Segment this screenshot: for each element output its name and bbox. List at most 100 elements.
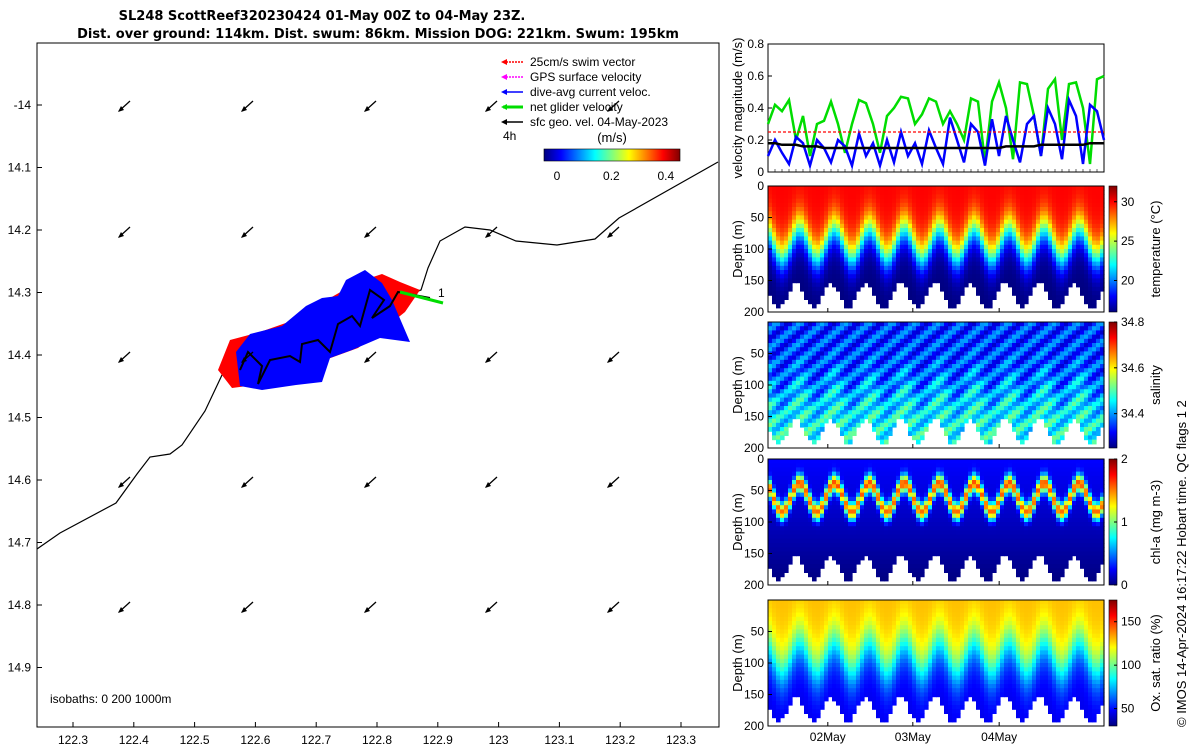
- heatmap-cell: [912, 215, 917, 221]
- heatmap-cell: [1044, 202, 1049, 208]
- heatmap-cell: [884, 351, 889, 357]
- heatmap-cell: [988, 257, 993, 263]
- heatmap-cell: [792, 236, 797, 242]
- heatmap-cell: [924, 427, 929, 432]
- heatmap-cell: [928, 376, 933, 382]
- heatmap-cell: [916, 186, 921, 191]
- heatmap-cell: [1024, 186, 1029, 191]
- heatmap-cell: [852, 223, 857, 229]
- heatmap-cell: [800, 496, 805, 502]
- heatmap-cell: [1092, 232, 1097, 237]
- heatmap-cell: [860, 244, 865, 250]
- heatmap-cell: [960, 330, 965, 336]
- heatmap-cell: [868, 257, 873, 263]
- heatmap-cell: [840, 253, 845, 258]
- heatmap-cell: [1012, 410, 1017, 415]
- heatmap-cell: [792, 330, 797, 336]
- heatmap-cell: [972, 253, 977, 258]
- heatmap-cell: [848, 418, 853, 424]
- heatmap-cell: [1060, 198, 1065, 204]
- heatmap-cell: [952, 410, 957, 415]
- heatmap-cell: [1044, 211, 1049, 216]
- heatmap-cell: [1016, 397, 1021, 403]
- heatmap-cell: [792, 530, 797, 536]
- heatmap-cell: [1060, 274, 1065, 279]
- heatmap-cell: [812, 190, 817, 195]
- heatmap-cell: [780, 219, 785, 225]
- heatmap-cell: [1100, 257, 1105, 263]
- heatmap-cell: [1088, 282, 1093, 288]
- heatmap-cell: [852, 376, 857, 382]
- heatmap-cell: [848, 274, 853, 279]
- heatmap-cell: [1000, 207, 1005, 212]
- heatmap-cell: [784, 410, 789, 415]
- heatmap-cell: [948, 372, 953, 378]
- heatmap-cell: [900, 257, 905, 263]
- heatmap-cell: [772, 414, 777, 420]
- heatmap-cell: [900, 393, 905, 399]
- heatmap-cell: [1020, 410, 1025, 415]
- heatmap-cell: [800, 347, 805, 352]
- heatmap-cell: [800, 364, 805, 369]
- heatmap-cell: [1096, 236, 1101, 242]
- heatmap-cell: [1028, 338, 1033, 344]
- heatmap-cell: [1040, 380, 1045, 386]
- heatmap-cell: [1032, 385, 1037, 390]
- heatmap-cell: [968, 389, 973, 394]
- heatmap-cell: [1060, 257, 1065, 263]
- heatmap-cell: [768, 380, 773, 386]
- heatmap-cell: [968, 397, 973, 403]
- heatmap-cell: [948, 286, 953, 292]
- heatmap-cell: [960, 380, 965, 386]
- heatmap-cell: [1076, 274, 1081, 279]
- heatmap-cell: [1016, 351, 1021, 357]
- heatmap-cell: [1040, 194, 1045, 200]
- heatmap-cell: [992, 364, 997, 369]
- heatmap-cell: [1084, 232, 1089, 237]
- heatmap-cell: [900, 202, 905, 208]
- heatmap-cell: [1032, 368, 1037, 373]
- heatmap-cell: [828, 240, 833, 246]
- heatmap-cell: [768, 261, 773, 267]
- heatmap-cell: [820, 492, 825, 498]
- heatmap-cell: [788, 401, 793, 407]
- heatmap-cell: [1076, 343, 1081, 348]
- heatmap-cell: [1068, 406, 1073, 411]
- heatmap-cell: [892, 414, 897, 420]
- heatmap-cell: [836, 334, 841, 340]
- heatmap-cell: [932, 257, 937, 263]
- heatmap-cell: [1088, 249, 1093, 254]
- heatmap-cell: [1016, 338, 1021, 344]
- heatmap-cell: [884, 186, 889, 191]
- heatmap-cell: [868, 261, 873, 267]
- heatmap-cell: [1080, 228, 1085, 233]
- map-panel: -1414.114.214.314.414.514.614.714.814.9 …: [8, 42, 720, 747]
- heatmap-cell: [1088, 223, 1093, 229]
- heatmap-cell: [956, 364, 961, 369]
- heatmap-cell: [948, 240, 953, 246]
- heatmap-cell: [1080, 270, 1085, 275]
- heatmap-cell: [928, 359, 933, 365]
- heatmap-cell: [812, 543, 817, 548]
- heatmap-cell: [892, 207, 897, 212]
- heatmap-cell: [1064, 334, 1069, 340]
- heatmap-cell: [816, 265, 821, 271]
- heatmap-cell: [944, 334, 949, 340]
- lat-tick-label: -14: [14, 98, 32, 112]
- heatmap-cell: [772, 568, 777, 573]
- heatmap-cell: [820, 347, 825, 352]
- heatmap-cell: [1096, 228, 1101, 233]
- heatmap-cell: [988, 270, 993, 275]
- heatmap-cell: [788, 334, 793, 340]
- heatmap-cell: [772, 393, 777, 399]
- heatmap-cell: [1068, 202, 1073, 208]
- heatmap-cell: [996, 406, 1001, 411]
- heatmap-cell: [880, 410, 885, 415]
- sfc-velocity-arrowhead: [485, 232, 491, 238]
- heatmap-cell: [772, 522, 777, 527]
- heatmap-cell: [992, 211, 997, 216]
- heatmap-cell: [892, 410, 897, 415]
- heatmap-cell: [1096, 211, 1101, 216]
- heatmap-cell: [1032, 261, 1037, 267]
- heatmap-cell: [856, 372, 861, 378]
